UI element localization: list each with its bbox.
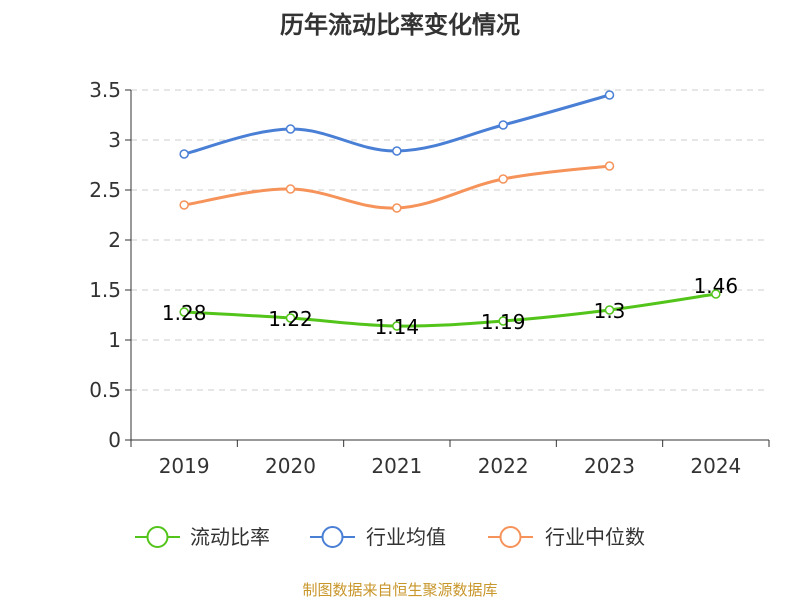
y-tick-label: 1.5 xyxy=(89,278,121,302)
data-point[interactable] xyxy=(285,184,296,194)
data-point[interactable] xyxy=(392,203,402,213)
y-tick-label: 0.5 xyxy=(89,378,121,402)
y-tick-label: 2.5 xyxy=(89,178,121,202)
data-label: 1.3 xyxy=(594,299,626,323)
source-note: 制图数据来自恒生聚源数据库 xyxy=(302,581,497,599)
legend-marker xyxy=(321,526,344,548)
x-tick-label: 2022 xyxy=(478,454,529,478)
x-tick-label: 2023 xyxy=(584,454,635,478)
data-label: 1.46 xyxy=(694,274,739,298)
y-tick-label: 0 xyxy=(108,428,121,452)
legend-label: 行业均值 xyxy=(366,525,446,549)
legend-marker xyxy=(499,526,522,548)
x-tick-label: 2019 xyxy=(159,454,210,478)
y-tick-label: 2 xyxy=(108,228,121,252)
data-point[interactable] xyxy=(392,321,402,331)
x-tick-label: 2021 xyxy=(371,454,422,478)
legend-item-0[interactable]: 流动比率 xyxy=(135,525,270,549)
data-label: 1.22 xyxy=(268,307,313,331)
data-point[interactable] xyxy=(179,200,189,210)
x-tick-label: 2020 xyxy=(265,454,316,478)
legend-item-1[interactable]: 行业均值 xyxy=(310,525,446,549)
y-tick-label: 1 xyxy=(108,328,121,352)
data-point[interactable] xyxy=(392,146,402,156)
series-line-0 xyxy=(182,292,718,328)
data-point[interactable] xyxy=(604,90,615,100)
data-label: 1.14 xyxy=(375,315,420,339)
series-lines xyxy=(179,90,721,331)
data-point[interactable] xyxy=(604,305,615,315)
data-label: 1.19 xyxy=(481,310,526,334)
legend[interactable]: 流动比率 行业均值 行业中位数 xyxy=(135,525,645,549)
data-point[interactable] xyxy=(604,161,615,171)
data-point[interactable] xyxy=(285,313,296,323)
data-point[interactable] xyxy=(285,124,296,134)
axes: 0 0.5 1 1.5 2 2.5 3 3.5 2019 2020 2021 2022 2023 2024 xyxy=(89,78,770,478)
legend-item-2[interactable]: 行业中位数 xyxy=(488,525,645,549)
legend-marker xyxy=(146,526,169,548)
data-label: 1.28 xyxy=(162,301,207,325)
data-point[interactable] xyxy=(498,316,508,326)
data-point[interactable] xyxy=(498,174,508,184)
legend-label: 流动比率 xyxy=(190,525,270,549)
grid-lines xyxy=(131,89,769,391)
y-tick-label: 3 xyxy=(108,128,121,152)
data-point[interactable] xyxy=(498,120,508,130)
data-point[interactable] xyxy=(179,149,189,159)
legend-label: 行业中位数 xyxy=(545,525,645,549)
data-labels: 1.28 1.22 1.14 1.19 1.3 1.46 xyxy=(162,274,738,339)
chart-title: 历年流动比率变化情况 xyxy=(280,11,520,39)
data-point[interactable] xyxy=(179,307,189,317)
series-line-1 xyxy=(182,93,611,156)
data-point[interactable] xyxy=(711,289,721,299)
y-tick-label: 3.5 xyxy=(89,78,121,102)
series-line-2 xyxy=(182,164,611,210)
x-tick-label: 2024 xyxy=(690,454,741,478)
